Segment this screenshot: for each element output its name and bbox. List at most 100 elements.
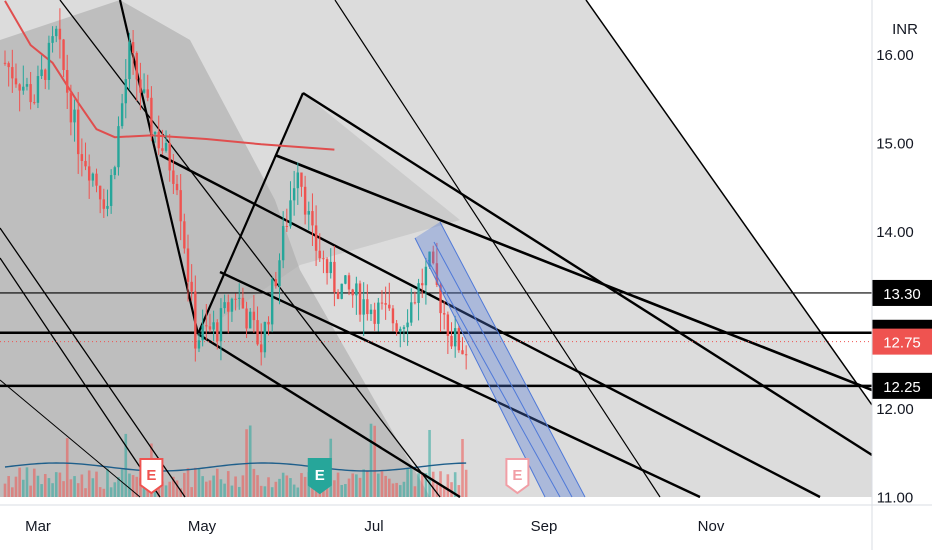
candle-body [55, 28, 58, 37]
volume-bar [340, 484, 344, 497]
volume-bar [205, 481, 208, 497]
candle-body [234, 298, 237, 300]
candle-body [355, 283, 358, 296]
volume-bar [270, 487, 274, 497]
earnings-marker-1[interactable]: E [307, 458, 332, 495]
time-axis[interactable]: Mar May Jul Sep Nov [25, 518, 725, 535]
volume-bar [380, 471, 384, 497]
trend-line-2 [59, 0, 441, 498]
trend-channel-lines[interactable] [0, 0, 873, 499]
candle-body [98, 185, 102, 200]
candle-body [190, 281, 193, 292]
candle-body [186, 248, 190, 282]
volume-bar [11, 487, 14, 497]
candle-body [29, 84, 32, 103]
volume-bar [161, 481, 164, 497]
volume-bar [109, 487, 113, 497]
volume-bar [292, 484, 296, 497]
volume-bar [274, 481, 278, 497]
volume-bar [128, 473, 131, 497]
candle-body [106, 205, 109, 209]
level-tag-label: 12.25 [883, 379, 921, 396]
candle-body [432, 251, 435, 264]
volume-bar [355, 474, 358, 497]
trend-line-5 [197, 332, 461, 499]
level-tag-label: 13.30 [883, 286, 921, 303]
blue-pitchfork-channel[interactable] [414, 221, 586, 498]
volume-bar [237, 486, 241, 497]
x-tick-label: Sep [531, 518, 558, 535]
candle-body [102, 199, 106, 209]
moving-average-line [4, 0, 335, 151]
volume-bar [219, 479, 223, 497]
volume-bar [296, 487, 300, 497]
candle-body [219, 308, 223, 342]
volume-bar [267, 477, 270, 497]
candle-body [399, 328, 402, 333]
volume-bar [351, 473, 354, 497]
candle-body [281, 225, 285, 261]
volume-bar [420, 472, 424, 497]
y-tick-label: 14.00 [876, 224, 914, 241]
candle-body [358, 283, 362, 315]
channel-fills [0, 0, 872, 497]
volume-bar [102, 488, 106, 497]
volume-bar [428, 429, 431, 497]
volume-bar [84, 488, 87, 497]
last-price-tag-label: 12.75 [883, 335, 921, 352]
candle-body [183, 221, 186, 249]
volume-bar [252, 468, 256, 497]
candle-body [194, 291, 197, 349]
volume-bar [325, 483, 329, 497]
candle-body [249, 311, 252, 329]
candle-body [406, 322, 409, 328]
trend-line-9 [274, 153, 873, 392]
candle-body [453, 328, 457, 347]
candle-body [296, 172, 299, 189]
y-tick-label: 16.00 [876, 47, 914, 64]
volume-bar [172, 476, 175, 497]
candle-body [307, 211, 310, 215]
candle-body [58, 28, 62, 40]
volume-bar [281, 472, 285, 497]
volume-bar [300, 473, 303, 497]
earnings-marker-0[interactable]: E [139, 458, 164, 495]
candle-body [278, 260, 281, 287]
earnings-marker-label: E [146, 467, 156, 484]
volume-bar [124, 433, 128, 497]
candle-body [7, 63, 10, 68]
candle-body [366, 299, 369, 315]
candle-body [329, 261, 332, 274]
channel-fill-outer [0, 0, 872, 497]
volume-bar [47, 478, 51, 497]
y-tick-label: 12.00 [876, 401, 914, 418]
volume-bar [215, 468, 219, 497]
volume-bar [248, 425, 252, 497]
candle-body [318, 250, 321, 259]
volume-bar [113, 482, 117, 497]
candle-body [91, 173, 95, 181]
candle-body [128, 42, 131, 80]
candle-body [95, 173, 98, 186]
candle-body [66, 70, 69, 93]
volume-bar [212, 475, 215, 497]
candle-body [260, 344, 263, 353]
candle-body [208, 326, 212, 330]
volume-bar [388, 478, 391, 497]
candle-body [135, 52, 138, 80]
volume-bar [73, 476, 76, 497]
candle-body [51, 36, 54, 43]
candle-body [388, 304, 391, 309]
candle-body [11, 67, 14, 79]
earnings-marker-2[interactable]: E [505, 458, 530, 495]
candle-body [25, 84, 29, 87]
earnings-marker-label: E [315, 467, 325, 484]
volume-bar [413, 486, 417, 497]
candle-body [146, 89, 149, 98]
candle-body [274, 279, 278, 287]
candle-body [351, 289, 354, 296]
price-axis[interactable]: 16.00 15.00 14.00 12.00 11.00 [876, 47, 914, 507]
